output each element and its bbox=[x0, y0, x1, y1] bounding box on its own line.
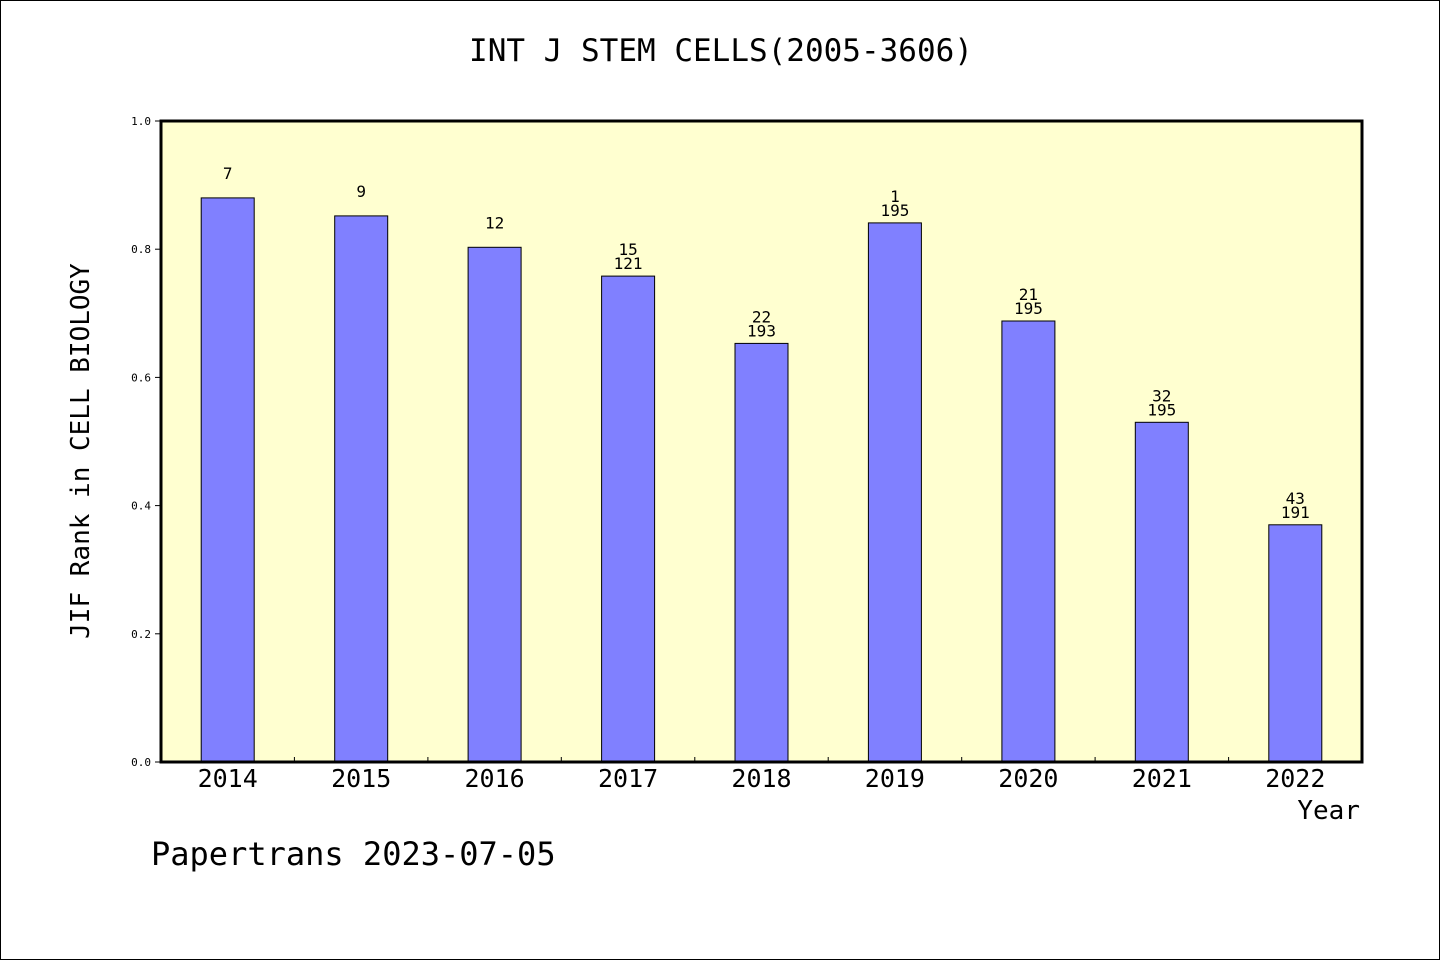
y-tick-label-5: 1.0 bbox=[131, 115, 151, 128]
bar-annotation-2017-0: 15 bbox=[618, 240, 637, 259]
x-tick-label-2021: 2021 bbox=[1132, 764, 1192, 793]
bar-annotation-2014-0: 7 bbox=[223, 164, 233, 183]
x-tick-label-2015: 2015 bbox=[331, 764, 391, 793]
x-tick-label-2017: 2017 bbox=[598, 764, 658, 793]
y-tick-label-1: 0.2 bbox=[131, 628, 151, 641]
bar-annotation-2019-1: 195 bbox=[880, 201, 909, 220]
bar-annotation-2021-0: 32 bbox=[1152, 386, 1171, 405]
x-tick-label-2019: 2019 bbox=[865, 764, 925, 793]
bar-2014 bbox=[200, 197, 255, 763]
bar-2017 bbox=[601, 275, 656, 763]
bar-2016 bbox=[467, 246, 522, 763]
x-tick-label-2020: 2020 bbox=[998, 764, 1058, 793]
y-axis-label: JIF Rank in CELL BIOLOGY bbox=[66, 263, 96, 639]
bar-annotation-2020-1: 195 bbox=[1014, 299, 1043, 318]
x-tick-label-2016: 2016 bbox=[464, 764, 524, 793]
bar-annotation-2018-0: 22 bbox=[752, 307, 771, 326]
bar-annotation-2022-1: 191 bbox=[1281, 503, 1310, 522]
bar-annotation-2022-0: 43 bbox=[1286, 489, 1305, 508]
bar-2020 bbox=[1001, 320, 1056, 763]
bar-annotation-2015-0: 9 bbox=[356, 182, 366, 201]
x-tick-label-2018: 2018 bbox=[731, 764, 791, 793]
bar-annotation-2020-0: 21 bbox=[1019, 285, 1038, 304]
y-tick-label-2: 0.4 bbox=[131, 500, 151, 513]
bar-2022 bbox=[1268, 524, 1323, 763]
bar-annotation-2018-1: 193 bbox=[747, 321, 776, 340]
bar-2018 bbox=[734, 342, 789, 763]
bar-annotation-2017-1: 121 bbox=[614, 254, 643, 273]
bar-annotation-2016-0: 12 bbox=[485, 213, 504, 232]
chart-title: INT J STEM CELLS(2005-3606) bbox=[469, 33, 973, 69]
bar-2021 bbox=[1134, 421, 1189, 763]
y-tick-label-3: 0.6 bbox=[131, 371, 151, 384]
x-axis-label: Year bbox=[1297, 796, 1360, 826]
x-tick-label-2022: 2022 bbox=[1265, 764, 1325, 793]
bar-2015 bbox=[334, 215, 389, 763]
bar-2019 bbox=[867, 222, 922, 763]
x-tick-label-2014: 2014 bbox=[198, 764, 258, 793]
bar-annotation-2019-0: 1 bbox=[890, 187, 900, 206]
footer-credit: Papertrans 2023-07-05 bbox=[151, 835, 556, 873]
bar-annotation-2021-1: 195 bbox=[1147, 400, 1176, 419]
y-tick-label-0: 0.0 bbox=[131, 756, 151, 769]
y-tick-label-4: 0.8 bbox=[131, 243, 151, 256]
plot-border bbox=[159, 119, 1364, 764]
